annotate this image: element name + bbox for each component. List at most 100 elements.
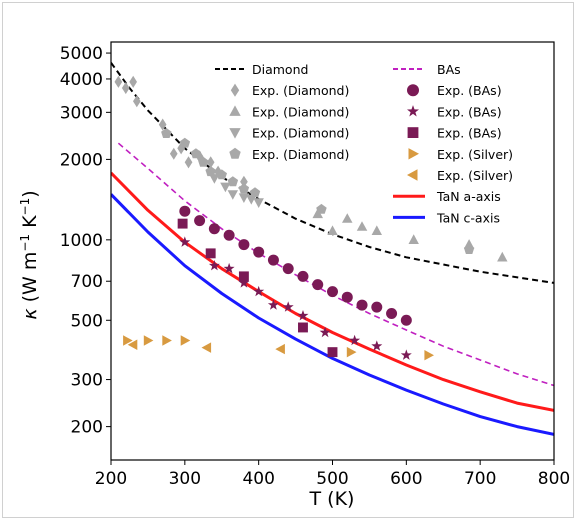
x-tick-label: 400 xyxy=(242,469,274,489)
data-point-exp-diamond-diamond xyxy=(115,76,123,88)
legend-label: Exp. (Diamond) xyxy=(252,147,349,162)
legend-marker-pentagon xyxy=(229,148,240,159)
legend-label: TaN a-axis xyxy=(436,189,501,204)
legend-item-tan-c-axis: TaN c-axis xyxy=(393,210,500,225)
y-tick-label: 500 xyxy=(71,311,103,331)
x-tick-label: 700 xyxy=(464,469,496,489)
y-axis-label-close: ) xyxy=(19,190,41,197)
legend-item-exp-silver: Exp. (Silver) xyxy=(409,147,514,162)
legend-label: Diamond xyxy=(252,62,308,77)
data-point-exp-bas-circle xyxy=(401,315,412,326)
data-point-exp-bas-circle xyxy=(268,255,279,266)
x-tick-label: 600 xyxy=(390,469,422,489)
legend-marker-square xyxy=(408,127,419,138)
legend-label: Exp. (BAs) xyxy=(437,126,502,141)
x-tick-label: 800 xyxy=(538,469,570,489)
x-axis-label: T (K) xyxy=(309,488,355,510)
legend-item-exp-bas: Exp. (BAs) xyxy=(407,83,502,98)
data-point-exp-diamond-triangle-up xyxy=(342,213,353,223)
y-tick-label: 3000 xyxy=(60,103,103,123)
legend-label: TaN c-axis xyxy=(436,210,500,225)
legend-label: BAs xyxy=(437,62,461,77)
data-point-exp-diamond-triangle-down xyxy=(228,190,238,200)
legend-marker-triangle-left xyxy=(407,169,418,180)
legend-label: Exp. (BAs) xyxy=(437,104,502,119)
x-tick-label: 200 xyxy=(95,469,127,489)
data-point-exp-diamond-triangle-up xyxy=(357,221,368,231)
data-point-exp-diamond-triangle-up xyxy=(497,252,507,262)
legend-marker-triangle-right xyxy=(409,148,420,159)
data-point-exp-bas-circle xyxy=(357,300,368,311)
data-point-exp-bas-square xyxy=(328,347,338,357)
data-point-exp-diamond-pentagon xyxy=(180,138,191,148)
data-point-exp-bas-circle xyxy=(386,308,397,319)
y-axis-label-exp2: −1 xyxy=(18,198,32,216)
data-point-exp-bas-square xyxy=(239,271,249,281)
data-point-exp-bas-circle xyxy=(312,279,323,290)
legend-item-diamond: Diamond xyxy=(215,62,308,77)
legend-marker-triangle-down xyxy=(229,128,240,139)
legend-label: Exp. (Diamond) xyxy=(252,126,349,141)
data-point-exp-bas-circle xyxy=(224,230,235,241)
data-point-exp-diamond-pentagon xyxy=(250,187,261,197)
data-point-exp-bas-star xyxy=(268,299,279,309)
data-point-exp-diamond-pentagon xyxy=(239,184,249,194)
legend-marker-triangle-up xyxy=(229,105,240,116)
data-point-exp-diamond-triangle-down xyxy=(253,198,264,208)
y-tick-label: 700 xyxy=(71,272,103,292)
data-point-exp-bas-circle xyxy=(238,239,249,250)
data-point-exp-bas-circle xyxy=(283,263,294,274)
legend-item-exp-diamond: Exp. (Diamond) xyxy=(229,104,349,119)
data-point-exp-diamond-diamond xyxy=(170,148,178,160)
y-tick-label: 300 xyxy=(71,371,103,391)
data-point-exp-silver-triangle-right xyxy=(144,335,154,345)
data-point-exp-bas-square xyxy=(178,219,188,229)
data-point-exp-diamond-diamond xyxy=(129,76,137,88)
data-point-exp-bas-square xyxy=(298,323,308,333)
data-point-exp-diamond-triangle-down xyxy=(239,193,249,203)
legend-item-exp-bas: Exp. (BAs) xyxy=(407,104,502,119)
y-tick-label: 5000 xyxy=(60,44,103,64)
legend-item-exp-bas: Exp. (BAs) xyxy=(408,126,502,141)
data-point-exp-silver-triangle-left xyxy=(202,342,212,353)
legend-label: Exp. (Silver) xyxy=(437,147,513,162)
legend-item-exp-silver: Exp. (Silver) xyxy=(407,168,513,183)
data-point-exp-bas-circle xyxy=(327,286,338,297)
legend-label: Exp. (Silver) xyxy=(437,168,513,183)
data-point-exp-silver-triangle-right xyxy=(162,335,172,345)
legend-label: Exp. (Diamond) xyxy=(252,83,349,98)
legend-item-tan-a-axis: TaN a-axis xyxy=(393,189,501,204)
y-axis-label-unit-k: K xyxy=(19,215,41,234)
data-point-exp-silver-triangle-right xyxy=(181,335,191,345)
data-point-exp-diamond-diamond xyxy=(133,95,141,107)
x-tick-label: 500 xyxy=(316,469,348,489)
y-tick-label: 200 xyxy=(71,418,103,438)
legend-label: Exp. (Diamond) xyxy=(252,104,349,119)
legend-label: Exp. (BAs) xyxy=(437,83,502,98)
legend-item-exp-diamond: Exp. (Diamond) xyxy=(231,83,350,98)
data-point-exp-diamond-pentagon xyxy=(205,166,216,176)
data-point-exp-silver-triangle-right xyxy=(424,350,434,360)
y-tick-label: 4000 xyxy=(60,70,103,90)
data-point-exp-bas-circle xyxy=(253,247,264,258)
data-point-exp-diamond-pentagon xyxy=(191,148,201,158)
data-point-exp-diamond-triangle-up xyxy=(372,225,382,235)
data-point-exp-silver-triangle-left xyxy=(275,344,285,354)
data-point-exp-bas-circle xyxy=(209,223,220,234)
legend-marker-circle xyxy=(407,84,419,96)
data-point-exp-bas-circle xyxy=(194,215,205,226)
data-point-exp-bas-circle xyxy=(342,292,353,303)
legend-marker-diamond xyxy=(231,84,239,97)
data-point-exp-bas-circle xyxy=(297,271,308,282)
y-tick-label: 1000 xyxy=(60,231,103,251)
y-axis-label: κ (W m−1 K−1) xyxy=(18,190,41,319)
legend-marker-star xyxy=(407,105,419,116)
legend-item-exp-diamond: Exp. (Diamond) xyxy=(229,147,349,162)
data-point-exp-diamond-triangle-up xyxy=(409,234,419,244)
data-point-exp-diamond-diamond xyxy=(122,82,130,94)
y-axis-label-kappa: κ xyxy=(19,308,41,320)
data-point-exp-diamond-triangle-up xyxy=(327,225,337,235)
data-point-exp-silver-triangle-right xyxy=(347,347,357,358)
data-point-exp-diamond-diamond xyxy=(185,156,193,168)
